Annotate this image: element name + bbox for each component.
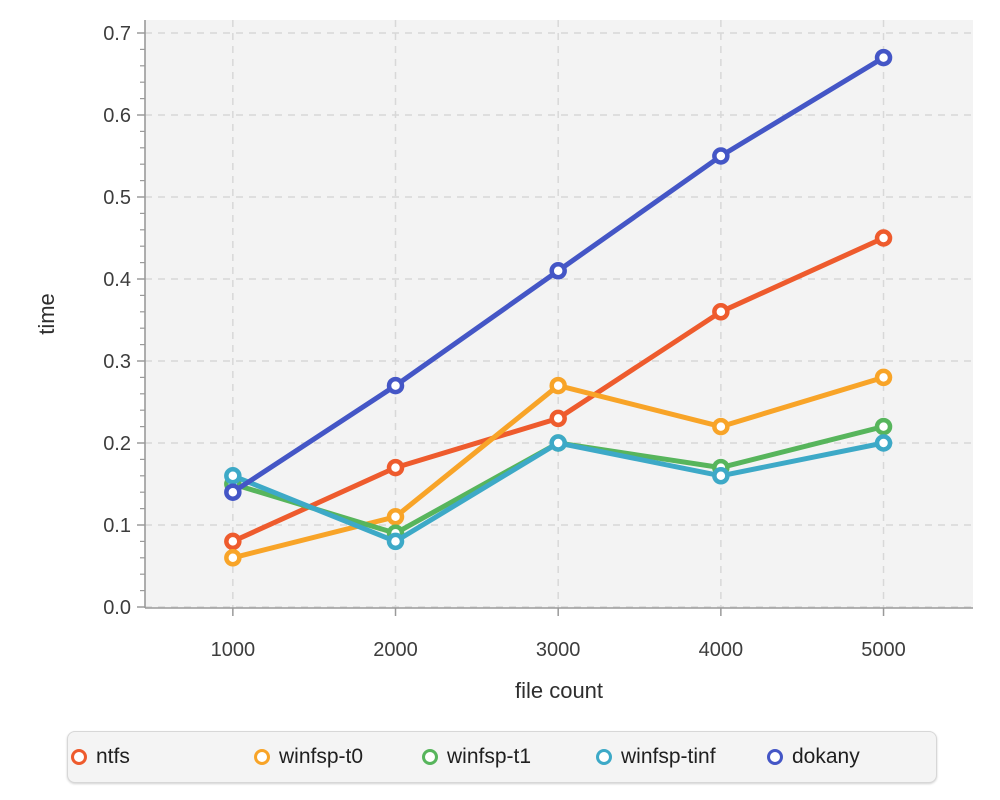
y-tick-label: 0.4 bbox=[103, 269, 131, 291]
series-marker-dokany bbox=[874, 48, 893, 67]
legend-label: winfsp-t1 bbox=[447, 745, 532, 768]
series-marker-ntfs bbox=[712, 303, 730, 321]
legend-label: ntfs bbox=[96, 745, 130, 768]
y-tick-label: 0.1 bbox=[103, 515, 131, 537]
legend-swatch-winfsp-t0 bbox=[254, 749, 270, 765]
legend-label: winfsp-t0 bbox=[279, 745, 364, 768]
series-marker-dokany bbox=[549, 262, 567, 280]
y-tick-label: 0.3 bbox=[103, 351, 131, 373]
plot-canvas: 0.0 0.1 0.2 0.3 0.4 0.5 0.6 0.7 1000 2000 3000 4000… bbox=[103, 20, 973, 661]
y-tick-label: 0.0 bbox=[103, 597, 131, 619]
series-marker-winfsp-tinf bbox=[386, 532, 405, 551]
legend-item-winfsp-t1[interactable]: winfsp-t1 bbox=[422, 732, 531, 782]
series-marker-winfsp-tinf bbox=[712, 467, 730, 485]
legend-swatch-winfsp-t1 bbox=[422, 749, 438, 765]
plot-area bbox=[145, 20, 973, 608]
series-marker-ntfs bbox=[874, 229, 893, 247]
y-tick-label: 0.2 bbox=[103, 433, 131, 455]
legend-label: winfsp-tinf bbox=[621, 745, 716, 768]
series-marker-winfsp-t0 bbox=[712, 417, 730, 436]
y-tick-label: 0.7 bbox=[103, 23, 131, 45]
legend-label: dokany bbox=[792, 745, 860, 768]
series-marker-winfsp-t0 bbox=[386, 508, 405, 526]
x-axis-title: file count bbox=[514, 678, 604, 703]
y-tick-label: 0.5 bbox=[103, 187, 131, 209]
series-marker-ntfs bbox=[224, 532, 242, 551]
legend-swatch-dokany bbox=[767, 749, 783, 765]
series-marker-winfsp-tinf bbox=[224, 467, 242, 485]
series-marker-dokany bbox=[224, 483, 242, 501]
x-tick-label: 3000 bbox=[536, 639, 581, 661]
legend-item-winfsp-t0[interactable]: winfsp-t0 bbox=[254, 732, 363, 782]
x-tick-label: 1000 bbox=[211, 639, 256, 661]
series-marker-ntfs bbox=[386, 458, 405, 477]
series-marker-ntfs bbox=[549, 409, 567, 428]
series-marker-dokany bbox=[386, 376, 405, 395]
series-marker-winfsp-tinf bbox=[549, 434, 567, 452]
legend-item-winfsp-tinf[interactable]: winfsp-tinf bbox=[596, 732, 716, 782]
x-tick-label: 4000 bbox=[699, 639, 744, 661]
legend-swatch-winfsp-tinf bbox=[596, 749, 612, 765]
legend-item-ntfs[interactable]: ntfs bbox=[71, 732, 130, 782]
y-axis-title: time bbox=[34, 293, 59, 335]
legend-item-dokany[interactable]: dokany bbox=[767, 732, 860, 782]
legend-swatch-ntfs bbox=[71, 749, 87, 765]
series-marker-winfsp-t0 bbox=[874, 368, 893, 387]
series-marker-winfsp-t1 bbox=[874, 417, 893, 436]
x-tick-label: 5000 bbox=[861, 639, 906, 661]
series-marker-winfsp-tinf bbox=[874, 434, 893, 452]
series-marker-winfsp-t0 bbox=[224, 549, 242, 567]
series-marker-dokany bbox=[712, 147, 730, 165]
series-marker-winfsp-t0 bbox=[549, 376, 567, 395]
y-tick-label: 0.6 bbox=[103, 105, 131, 127]
x-tick-label: 2000 bbox=[373, 639, 418, 661]
legend: ntfs winfsp-t0 winfsp-t1 winfsp-tinf dokany bbox=[67, 731, 937, 783]
